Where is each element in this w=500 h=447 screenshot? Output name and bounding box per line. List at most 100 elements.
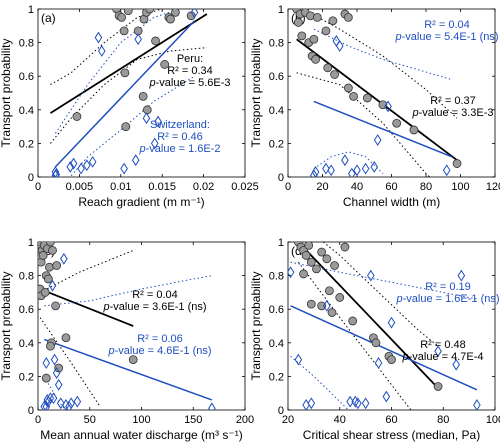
peru-point <box>330 70 339 79</box>
annotation-line: R² = 0.48 <box>420 339 466 351</box>
switzerland-point <box>120 162 128 175</box>
switzerland-point <box>311 166 320 177</box>
switzerland-point <box>42 357 51 369</box>
annotation-line: R² = 0.04 <box>132 289 178 301</box>
switzerland-point <box>60 252 68 265</box>
switzerland-point <box>442 164 451 177</box>
peru-ci-lower <box>297 261 412 410</box>
panel-a: 0 0.005 0.01 0.015 0.02 0.025 0 0.2 0.4 0.6 0.8 1 Re… <box>0 4 259 209</box>
x-tick-label: 40 <box>334 414 346 426</box>
y-tick-label: 0 <box>278 172 284 184</box>
peru-point <box>343 83 353 93</box>
annotation-switzerland-stats: Switzerland:R² = 0.46p-value = 1.6E-2 <box>138 119 220 155</box>
panel-label: (a) <box>41 11 56 25</box>
peru-point <box>362 93 372 103</box>
x-tick-label: 100 <box>486 414 500 426</box>
peru-point <box>44 262 54 272</box>
peru-point <box>145 9 155 14</box>
switzerland-point <box>332 34 341 47</box>
annotation-line: p-value = 5.6E-3 <box>148 77 230 89</box>
peru-point <box>309 34 319 44</box>
x-tick-label: 0.015 <box>148 181 176 193</box>
peru-point <box>328 16 338 26</box>
switzerland-point <box>346 395 354 408</box>
peru-point <box>52 261 62 270</box>
y-axis-label: Transport probability <box>0 272 13 381</box>
peru-point <box>452 159 462 168</box>
switzerland-point <box>54 378 63 391</box>
peru-fit-line <box>49 13 208 114</box>
x-tick-label: 150 <box>184 414 202 426</box>
plot-frame <box>37 8 246 178</box>
peru-point <box>330 261 339 270</box>
peru-fit-line <box>297 242 439 389</box>
peru-point <box>117 12 127 22</box>
y-tick-label: 0.2 <box>269 138 284 150</box>
peru-point <box>171 9 180 17</box>
peru-point <box>312 12 322 22</box>
x-tick-label: 80 <box>420 181 432 193</box>
peru-point <box>40 287 50 297</box>
y-tick-label: 0.2 <box>269 371 284 383</box>
y-tick-label: 0 <box>28 405 34 417</box>
peru-point <box>323 63 333 73</box>
peru-point <box>433 382 443 391</box>
peru-point <box>299 269 308 279</box>
annotation-line: R² = 0.19 <box>425 281 471 293</box>
switzerland-point <box>335 40 344 52</box>
annotation-line: p-value = 3.3E-3 <box>411 107 493 119</box>
switzerland-point <box>56 397 65 410</box>
peru-point <box>304 242 314 250</box>
peru-point <box>317 301 327 311</box>
switzerland-point <box>387 316 396 329</box>
peru-point <box>392 118 402 128</box>
peru-ci-upper <box>322 242 439 347</box>
switzerland-point <box>323 299 331 312</box>
peru-point <box>322 254 332 264</box>
peru-point <box>409 125 419 135</box>
x-tick-label: 0 <box>35 414 41 426</box>
y-tick-label: 0.4 <box>269 338 284 350</box>
annotation-line: p-value = 1.6E-2 <box>138 143 220 155</box>
switzerland-point <box>307 397 316 410</box>
switzerland-point <box>48 279 57 292</box>
switzerland-point <box>341 154 349 167</box>
y-tick-label: 0.8 <box>19 271 34 283</box>
switzerland-point <box>52 367 61 379</box>
peru-point <box>151 36 160 46</box>
peru-point <box>371 338 381 348</box>
x-tick-label: 0.025 <box>231 181 259 193</box>
y-tick-label: 0.6 <box>269 304 284 316</box>
switzerland-fit-line <box>290 305 478 391</box>
y-axis-label: Transport probability <box>249 272 263 381</box>
x-tick-label: 20 <box>316 181 328 193</box>
peru-point <box>343 12 353 22</box>
plot-data <box>38 242 216 410</box>
y-tick-label: 0.8 <box>19 38 34 50</box>
switzerland-point <box>361 397 370 410</box>
switzerland-point <box>49 392 58 405</box>
peru-point <box>340 242 350 252</box>
annotation-peru-stats: R² = 0.48p-value = 4.7E-4 <box>401 339 483 363</box>
y-axis-label: Transport probability <box>0 39 13 148</box>
peru-point <box>324 286 334 296</box>
switzerland-point <box>97 45 106 57</box>
peru-point <box>312 264 321 274</box>
annotation-line: R² = 0.04 <box>424 19 470 31</box>
switzerland-point <box>374 357 383 369</box>
peru-point <box>160 60 170 69</box>
switzerland-point <box>65 400 73 410</box>
switzerland-point <box>154 115 162 128</box>
y-tick-label: 1 <box>278 4 284 16</box>
peru-point <box>46 341 55 351</box>
switzerland-point <box>73 395 82 408</box>
peru-point <box>142 105 152 115</box>
y-tick-label: 0 <box>28 172 34 184</box>
switzerland-fit-line <box>54 20 196 168</box>
peru-point <box>48 245 57 255</box>
switzerland-point <box>142 112 151 125</box>
peru-point <box>138 91 148 101</box>
x-tick-label: 100 <box>132 414 150 426</box>
annotation-line: R² = 0.06 <box>137 333 183 345</box>
panel-c: 0 50 100 150 200 0 0.2 0.4 0.6 0.8 1 Mean annual wa… <box>0 237 254 442</box>
